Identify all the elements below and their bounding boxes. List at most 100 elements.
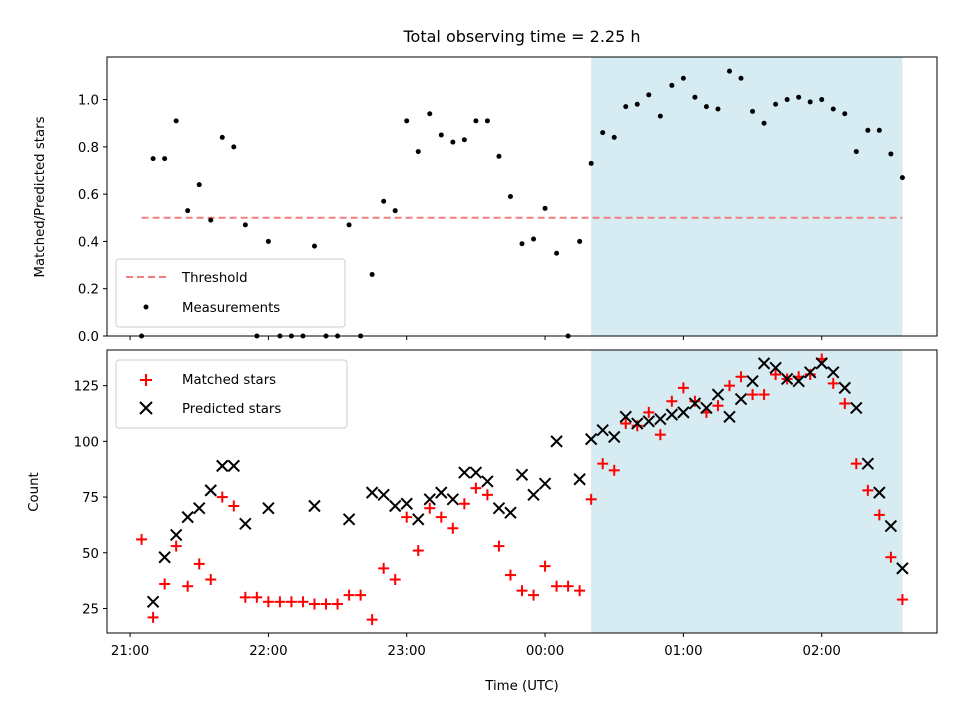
- measurement-point: [761, 120, 767, 126]
- y-tick-label: 75: [82, 491, 99, 506]
- predicted-point: [573, 473, 586, 486]
- measurement-point: [507, 194, 513, 199]
- predicted-point: [388, 499, 402, 513]
- matched-point: [735, 371, 747, 383]
- matched-point: [424, 502, 436, 514]
- bottom-y-ticks: 25 50 75 100 125: [74, 380, 107, 617]
- measurement-point: [312, 243, 317, 249]
- predicted-point: [181, 510, 194, 524]
- measurement-point: [715, 106, 721, 112]
- measurement-point: [162, 156, 168, 162]
- matched-point: [205, 574, 217, 586]
- predicted-point: [435, 486, 448, 499]
- matched-point: [493, 540, 505, 552]
- matched-point: [666, 395, 678, 407]
- measurement-point: [692, 94, 698, 100]
- predicted-point: [400, 497, 413, 510]
- measurement-point: [623, 104, 629, 110]
- bottom-legend: Matched stars Predicted stars: [115, 359, 348, 429]
- predicted-point: [838, 381, 851, 395]
- predicted-points: [146, 357, 909, 609]
- matched-point: [378, 562, 390, 574]
- y-tick-label: 0.8: [78, 141, 99, 156]
- predicted-point: [873, 486, 886, 499]
- y-tick-label: 0.4: [78, 235, 99, 250]
- measurement-point: [577, 238, 583, 244]
- x-tick-label: 01:00: [664, 644, 702, 659]
- predicted-point: [458, 466, 471, 479]
- top-points: [139, 68, 905, 339]
- predicted-point: [688, 397, 702, 410]
- x-axis-label: Time (UTC): [484, 679, 559, 694]
- bottom-y-axis-label: Count: [27, 472, 42, 512]
- predicted-point: [365, 486, 379, 499]
- measurement-point: [150, 156, 156, 162]
- matched-point: [147, 611, 159, 623]
- predicted-point: [538, 477, 552, 490]
- predicted-point: [515, 468, 529, 481]
- matched-point: [285, 596, 297, 608]
- measurement-point: [415, 149, 421, 155]
- matched-point: [320, 598, 332, 610]
- predicted-point: [746, 374, 759, 388]
- predicted-point: [204, 484, 217, 497]
- predicted-point: [527, 488, 540, 502]
- measurement-point: [554, 250, 560, 256]
- measurement-point: [450, 139, 456, 145]
- predicted-point: [239, 517, 252, 531]
- matched-point: [274, 596, 286, 608]
- predicted-point: [550, 435, 563, 448]
- matched-point: [401, 511, 413, 523]
- matched-point: [481, 489, 493, 501]
- top-panel: Total observing time = 2.25 h 0.00.20.40…: [33, 27, 938, 345]
- matched-point: [343, 589, 355, 601]
- legend-measurements-label: Measurements: [182, 301, 280, 316]
- predicted-point: [780, 372, 794, 386]
- matched-point: [862, 484, 874, 496]
- matched-point: [758, 389, 770, 401]
- measurement-point: [807, 99, 813, 105]
- matched-point: [309, 598, 320, 610]
- y-tick-label: 125: [74, 380, 99, 395]
- y-tick-label: 0.2: [78, 283, 99, 298]
- top-legend: Threshold Measurements: [115, 258, 346, 328]
- bottom-panel: 25 50 75 100 125 21:00 22:00 23:00 00:00 01:00 02…: [27, 349, 938, 694]
- matched-point: [182, 580, 194, 592]
- matched-point: [689, 395, 701, 407]
- predicted-point: [700, 401, 713, 415]
- matched-point: [804, 369, 816, 381]
- matched-point: [136, 533, 148, 545]
- matched-point: [770, 369, 782, 381]
- predicted-point: [884, 519, 898, 533]
- predicted-point: [158, 551, 171, 564]
- measurement-point: [600, 130, 606, 136]
- matched-point: [712, 400, 724, 412]
- matched-point: [458, 498, 470, 510]
- predicted-point: [193, 502, 206, 515]
- top-y-axis-label: Matched/Predicted stars: [33, 116, 48, 277]
- matched-point: [551, 580, 563, 592]
- top-x-ticks: [129, 336, 823, 340]
- bottom-x-ticks: 21:00 22:00 23:00 00:00 01:00 02:00: [111, 633, 841, 659]
- predicted-point: [861, 457, 875, 470]
- predicted-point: [677, 406, 690, 419]
- x-tick-label: 23:00: [388, 644, 426, 659]
- predicted-point: [792, 374, 805, 388]
- measurement-point: [738, 75, 744, 81]
- predicted-point: [169, 528, 183, 542]
- y-tick-label: 25: [82, 602, 99, 617]
- predicted-point: [827, 366, 840, 379]
- matched-point: [297, 596, 309, 608]
- predicted-point: [377, 488, 390, 502]
- predicted-point: [654, 412, 667, 426]
- measurement-point: [611, 134, 617, 140]
- measurement-point: [773, 101, 779, 107]
- bottom-axes-frame: [106, 349, 938, 634]
- matched-point: [389, 574, 401, 586]
- legend-matched-swatch: [140, 374, 152, 386]
- predicted-point: [504, 506, 517, 519]
- predicted-point: [711, 388, 725, 401]
- measurement-point: [392, 208, 398, 214]
- predicted-point: [815, 357, 828, 370]
- matched-point: [597, 458, 609, 470]
